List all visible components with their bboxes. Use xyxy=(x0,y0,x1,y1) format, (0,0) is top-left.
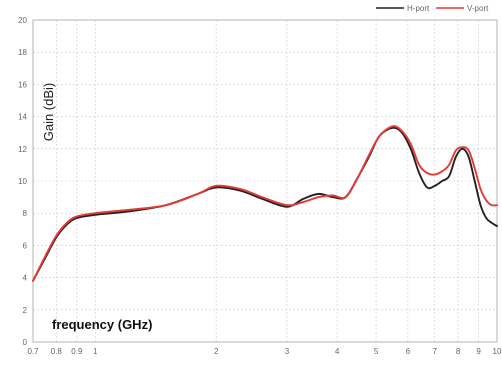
series xyxy=(32,125,498,282)
x-tick-label: 4 xyxy=(335,347,340,356)
x-tick-label: 1 xyxy=(93,347,98,356)
y-tick-label: 16 xyxy=(18,80,27,89)
x-tick-label: 10 xyxy=(493,347,502,356)
legend-label-v-port: V-port xyxy=(467,4,489,13)
y-tick-label: 6 xyxy=(23,241,28,250)
x-tick-label: 5 xyxy=(374,347,379,356)
legend-label-h-port: H-port xyxy=(407,4,430,13)
x-tick-label: 6 xyxy=(406,347,411,356)
y-tick-label: 14 xyxy=(18,113,27,122)
y-tick-label: 10 xyxy=(18,177,27,186)
plot-frame xyxy=(32,19,498,343)
y-axis-title: Gain (dBi) xyxy=(41,83,56,142)
y-tick-label: 18 xyxy=(18,48,27,57)
x-tick-label: 8 xyxy=(456,347,461,356)
x-tick-label: 3 xyxy=(285,347,290,356)
y-tick-label: 2 xyxy=(23,306,28,315)
y-tick-label: 4 xyxy=(23,274,28,283)
x-tick-label: 0.7 xyxy=(27,347,39,356)
series-line-v-port xyxy=(32,125,498,282)
series-line-h-port xyxy=(32,126,498,282)
grid xyxy=(32,19,498,343)
legend: H-port V-port xyxy=(376,4,489,13)
x-tick-label: 0.8 xyxy=(51,347,63,356)
x-tick-label: 7 xyxy=(433,347,438,356)
x-tick-label: 2 xyxy=(214,347,219,356)
y-tick-label: 0 xyxy=(23,338,28,347)
x-tick-label: 9 xyxy=(476,347,481,356)
x-tick-label: 0.9 xyxy=(71,347,83,356)
x-axis-title: frequency (GHz) xyxy=(52,317,152,332)
y-tick-label: 8 xyxy=(23,209,28,218)
y-tick-label: 20 xyxy=(18,16,27,25)
y-tick-label: 12 xyxy=(18,145,27,154)
